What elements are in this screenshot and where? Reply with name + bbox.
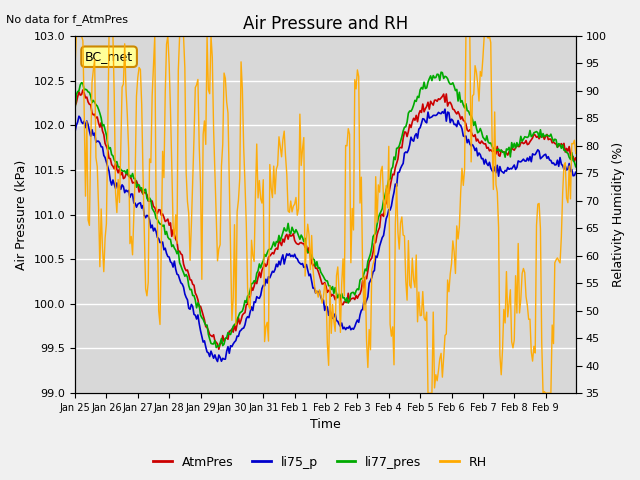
Text: No data for f_AtmPres: No data for f_AtmPres xyxy=(6,14,129,25)
X-axis label: Time: Time xyxy=(310,419,340,432)
Text: BC_met: BC_met xyxy=(85,50,133,63)
Y-axis label: Relativity Humidity (%): Relativity Humidity (%) xyxy=(612,142,625,287)
Legend: AtmPres, li75_p, li77_pres, RH: AtmPres, li75_p, li77_pres, RH xyxy=(148,451,492,474)
Title: Air Pressure and RH: Air Pressure and RH xyxy=(243,15,408,33)
Y-axis label: Air Pressure (kPa): Air Pressure (kPa) xyxy=(15,159,28,270)
